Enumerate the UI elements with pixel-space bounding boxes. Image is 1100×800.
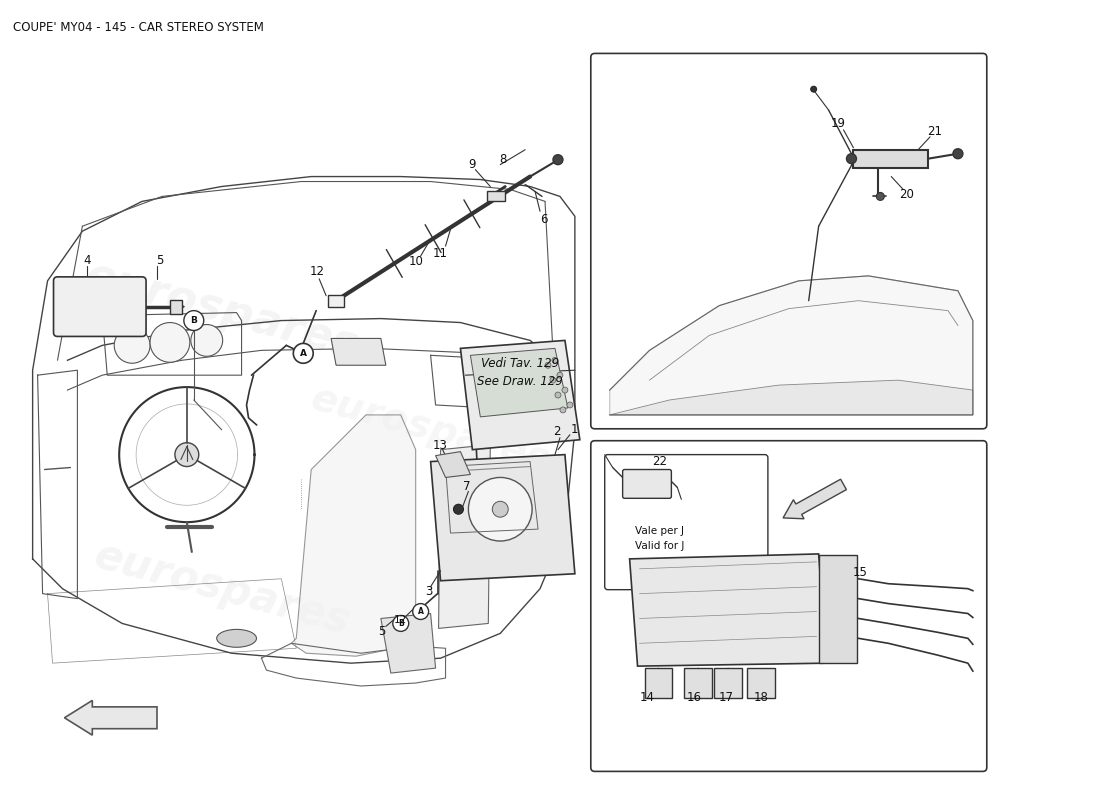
Text: 2: 2 (553, 426, 561, 438)
Circle shape (469, 478, 532, 541)
Text: 15: 15 (852, 566, 868, 579)
Text: eurospares: eurospares (688, 192, 881, 270)
Circle shape (393, 615, 409, 631)
Text: Vedi Tav. 129: Vedi Tav. 129 (481, 357, 559, 370)
Polygon shape (381, 614, 436, 673)
Text: eurospares: eurospares (89, 534, 354, 643)
Polygon shape (461, 341, 580, 450)
Text: 12: 12 (394, 615, 407, 626)
Text: See Draw. 129: See Draw. 129 (477, 374, 563, 388)
Text: 7: 7 (463, 480, 470, 493)
FancyBboxPatch shape (591, 441, 987, 771)
Polygon shape (439, 445, 491, 629)
Polygon shape (430, 454, 575, 581)
Circle shape (493, 502, 508, 517)
Bar (684, 668, 712, 698)
Circle shape (553, 154, 563, 165)
Circle shape (566, 402, 573, 408)
Text: 10: 10 (408, 255, 424, 269)
Circle shape (544, 362, 551, 368)
Polygon shape (609, 380, 972, 415)
Circle shape (150, 322, 190, 362)
Circle shape (877, 193, 884, 200)
Text: 3: 3 (425, 585, 432, 598)
Circle shape (550, 377, 556, 383)
Text: 9: 9 (469, 158, 476, 171)
Bar (487, 191, 505, 202)
Text: 4: 4 (84, 254, 91, 267)
Text: 21: 21 (927, 126, 943, 138)
Text: 8: 8 (499, 153, 507, 166)
Text: 13: 13 (433, 439, 448, 452)
Bar (169, 300, 182, 314)
Bar (645, 668, 672, 698)
Circle shape (552, 358, 558, 363)
Text: A: A (418, 607, 424, 616)
Text: eurospares: eurospares (307, 380, 554, 480)
Circle shape (412, 603, 429, 619)
Text: 11: 11 (433, 246, 448, 259)
Bar (328, 294, 344, 306)
FancyBboxPatch shape (818, 555, 857, 663)
Text: eurospares: eurospares (80, 254, 363, 368)
Text: COUPE' MY04 - 145 - CAR STEREO SYSTEM: COUPE' MY04 - 145 - CAR STEREO SYSTEM (13, 21, 264, 34)
Polygon shape (609, 276, 972, 415)
Circle shape (184, 310, 204, 330)
Circle shape (190, 325, 222, 356)
Text: 5: 5 (378, 625, 385, 638)
FancyArrow shape (783, 479, 846, 518)
Circle shape (953, 149, 962, 158)
Circle shape (560, 407, 565, 413)
Text: 18: 18 (754, 691, 769, 705)
Ellipse shape (217, 630, 256, 647)
Circle shape (556, 392, 561, 398)
Polygon shape (331, 338, 386, 366)
Text: B: B (190, 316, 197, 325)
Circle shape (562, 387, 568, 393)
FancyBboxPatch shape (605, 454, 768, 590)
Circle shape (114, 327, 150, 363)
Text: Vale per J: Vale per J (635, 526, 684, 536)
Text: 22: 22 (652, 455, 667, 468)
Circle shape (847, 154, 857, 164)
Text: Valid for J: Valid for J (635, 541, 684, 551)
Bar (854, 150, 928, 168)
Polygon shape (471, 348, 568, 417)
Circle shape (453, 504, 463, 514)
Text: 12: 12 (310, 266, 324, 278)
Text: eurospares: eurospares (688, 560, 881, 638)
Polygon shape (629, 554, 826, 666)
Bar (714, 668, 742, 698)
Text: eurospares: eurospares (710, 566, 868, 630)
Polygon shape (292, 415, 416, 656)
FancyArrow shape (65, 700, 157, 735)
Text: 19: 19 (830, 118, 846, 130)
Text: A: A (300, 349, 307, 358)
Text: B: B (398, 619, 404, 628)
Text: 16: 16 (686, 691, 702, 705)
Text: 14: 14 (640, 691, 654, 705)
Text: 6: 6 (540, 213, 548, 226)
Text: eurospares: eurospares (710, 184, 868, 248)
Circle shape (811, 86, 816, 92)
FancyBboxPatch shape (591, 54, 987, 429)
Text: 5: 5 (156, 254, 164, 267)
Circle shape (557, 372, 563, 378)
Circle shape (175, 442, 199, 466)
Text: 20: 20 (899, 188, 914, 201)
Bar (747, 668, 774, 698)
Circle shape (294, 343, 313, 363)
Text: 1: 1 (571, 423, 579, 436)
FancyBboxPatch shape (54, 277, 146, 337)
Polygon shape (436, 452, 471, 478)
Text: 17: 17 (718, 691, 734, 705)
FancyBboxPatch shape (623, 470, 671, 498)
